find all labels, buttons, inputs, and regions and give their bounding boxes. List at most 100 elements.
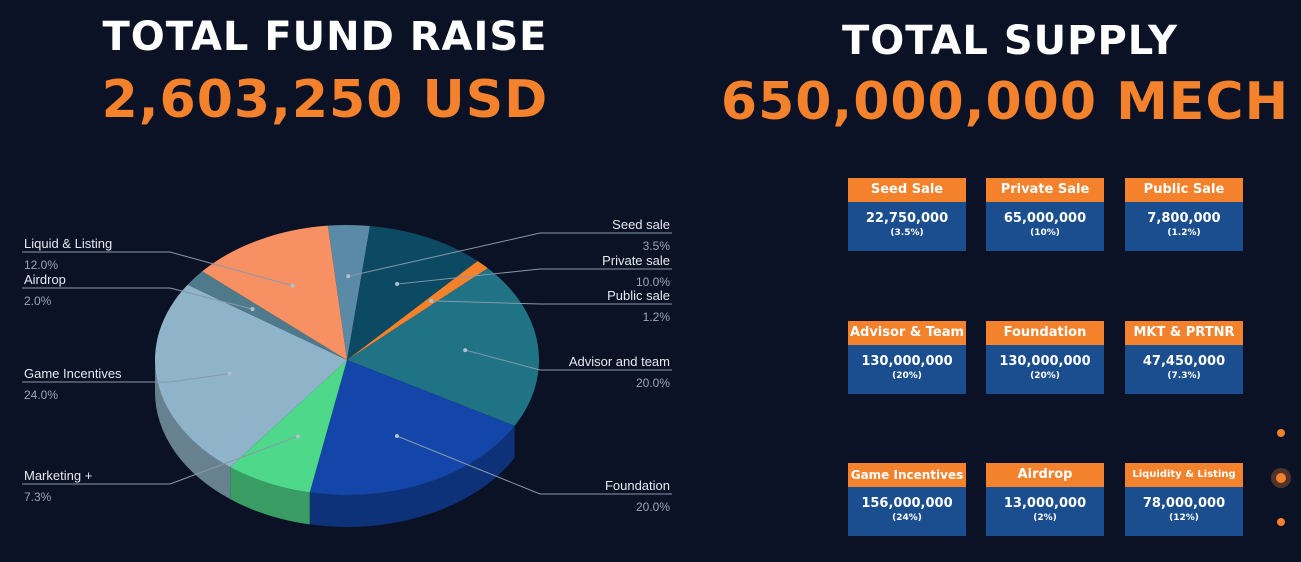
pie-label-public-sale: Public sale xyxy=(607,288,670,303)
card-percent: (7.3%) xyxy=(1167,371,1201,381)
pie-value-label-marketing: 7.3% xyxy=(24,490,52,504)
pie-slice-liquid-listing xyxy=(202,225,347,360)
card-amount: 47,450,000 xyxy=(1142,354,1226,369)
card-mkt-prtnr: MKT & PRTNR 47,450,000 (7.3%) xyxy=(1125,321,1243,394)
total-supply-value: 650,000,000 MECH xyxy=(720,72,1290,132)
pie-label-private-sale: Private sale xyxy=(602,253,670,268)
card-amount: 156,000,000 xyxy=(861,496,953,511)
pie-value-label-liquid-listing: 12.0% xyxy=(24,258,58,272)
pagination-dot-active[interactable] xyxy=(1276,473,1286,483)
pie-leader-line xyxy=(169,251,293,287)
allocation-pie-chart: Seed sale 3.5%Private sale 10.0%Public sal… xyxy=(22,217,672,527)
card-amount: 13,000,000 xyxy=(1003,496,1087,511)
pagination-dot[interactable] xyxy=(1277,518,1285,526)
pie-leader-dot xyxy=(429,298,434,303)
card-body: 22,750,000 (3.5%) xyxy=(848,202,966,251)
card-percent: (20%) xyxy=(892,371,922,381)
pie-slice-side-game-incentives xyxy=(155,360,231,500)
pie-leader-line xyxy=(397,268,541,285)
pie-slice-game-incentives xyxy=(155,284,347,468)
pie-leader-dot xyxy=(346,274,351,279)
pie-leader-line xyxy=(169,287,253,310)
card-amount: 7,800,000 xyxy=(1147,211,1221,226)
card-amount: 65,000,000 xyxy=(1003,211,1087,226)
card-title: Seed Sale xyxy=(848,178,966,202)
card-body: 130,000,000 (20%) xyxy=(986,345,1104,394)
card-percent: (24%) xyxy=(892,513,922,523)
card-title: Private Sale xyxy=(986,178,1104,202)
card-title: MKT & PRTNR xyxy=(1125,321,1243,345)
pie-slice-public-sale xyxy=(347,261,488,360)
pie-leader-line xyxy=(169,435,299,485)
card-title: Liquidity & Listing xyxy=(1125,463,1243,487)
card-airdrop: Airdrop 13,000,000 (2%) xyxy=(986,463,1104,536)
pie-slice-foundation xyxy=(309,360,515,495)
pie-value-label-game-incentives: 24.0% xyxy=(24,388,58,402)
card-body: 156,000,000 (24%) xyxy=(848,487,966,536)
card-game-incentives: Game Incentives 156,000,000 (24%) xyxy=(848,463,966,536)
pie-value-label-public-sale: 1.2% xyxy=(643,310,671,324)
card-amount: 22,750,000 xyxy=(865,211,949,226)
card-body: 130,000,000 (20%) xyxy=(848,345,966,394)
pie-leader-line xyxy=(169,373,230,383)
card-advisor-team: Advisor & Team 130,000,000 (20%) xyxy=(848,321,966,394)
pie-value-label-airdrop: 2.0% xyxy=(24,294,52,308)
pie-leader-dot xyxy=(227,371,232,376)
pie-slice-airdrop xyxy=(187,271,347,360)
pie-label-game-incentives: Game Incentives xyxy=(24,366,122,381)
pie-label-foundation: Foundation xyxy=(605,478,670,493)
card-foundation: Foundation 130,000,000 (20%) xyxy=(986,321,1104,394)
pie-value-label-foundation: 20.0% xyxy=(636,500,670,514)
pie-label-airdrop: Airdrop xyxy=(24,272,66,287)
pie-label-liquid-listing: Liquid & Listing xyxy=(24,236,112,251)
pie-leader-dot xyxy=(394,433,399,438)
card-title: Airdrop xyxy=(986,463,1104,487)
card-percent: (10%) xyxy=(1030,228,1060,238)
card-percent: (3.5%) xyxy=(890,228,924,238)
pie-value-label-seed-sale: 3.5% xyxy=(643,239,671,253)
card-percent: (2%) xyxy=(1033,513,1057,523)
pie-leader-line xyxy=(465,349,541,371)
card-title: Public Sale xyxy=(1125,178,1243,202)
card-liquidity-listing: Liquidity & Listing 78,000,000 (12%) xyxy=(1125,463,1243,536)
fund-raise-title: TOTAL FUND RAISE xyxy=(102,14,548,60)
card-percent: (12%) xyxy=(1169,513,1199,523)
card-body: 65,000,000 (10%) xyxy=(986,202,1104,251)
pie-leader-dot xyxy=(395,282,400,287)
card-body: 47,450,000 (7.3%) xyxy=(1125,345,1243,394)
card-percent: (1.2%) xyxy=(1167,228,1201,238)
pie-leader-dot xyxy=(250,307,255,312)
card-title: Game Incentives xyxy=(848,463,966,487)
total-supply-title: TOTAL SUPPLY xyxy=(842,18,1178,64)
card-title: Foundation xyxy=(986,321,1104,345)
pie-label-seed-sale: Seed sale xyxy=(612,217,670,232)
card-body: 13,000,000 (2%) xyxy=(986,487,1104,536)
pie-slice-side-foundation xyxy=(309,425,515,527)
pie-leader-line xyxy=(431,300,541,305)
pie-leader-dot xyxy=(290,283,295,288)
pie-value-label-private-sale: 10.0% xyxy=(636,275,670,289)
card-private-sale: Private Sale 65,000,000 (10%) xyxy=(986,178,1104,251)
card-amount: 130,000,000 xyxy=(861,354,953,369)
pie-leader-dot xyxy=(463,348,468,353)
pie-label-marketing: Marketing + xyxy=(24,468,92,483)
pie-slice-marketing xyxy=(230,360,347,493)
card-seed-sale: Seed Sale 22,750,000 (3.5%) xyxy=(848,178,966,251)
card-body: 78,000,000 (12%) xyxy=(1125,487,1243,536)
card-percent: (20%) xyxy=(1030,371,1060,381)
pie-leader-line xyxy=(348,232,541,277)
card-amount: 130,000,000 xyxy=(999,354,1091,369)
pie-slice-seed-sale xyxy=(327,225,370,360)
pie-slice-advisor-and-team xyxy=(347,268,540,426)
card-body: 7,800,000 (1.2%) xyxy=(1125,202,1243,251)
pagination-dot[interactable] xyxy=(1277,429,1285,437)
pie-slice-private-sale xyxy=(347,225,478,360)
card-amount: 78,000,000 xyxy=(1142,496,1226,511)
card-public-sale: Public Sale 7,800,000 (1.2%) xyxy=(1125,178,1243,251)
fund-raise-value: 2,603,250 USD xyxy=(101,70,549,130)
pie-leader-line xyxy=(396,435,541,495)
pie-slice-side-marketing xyxy=(230,467,310,525)
card-title: Advisor & Team xyxy=(848,321,966,345)
pie-label-advisor-and-team: Advisor and team xyxy=(569,354,670,369)
pie-leader-dot xyxy=(295,434,300,439)
